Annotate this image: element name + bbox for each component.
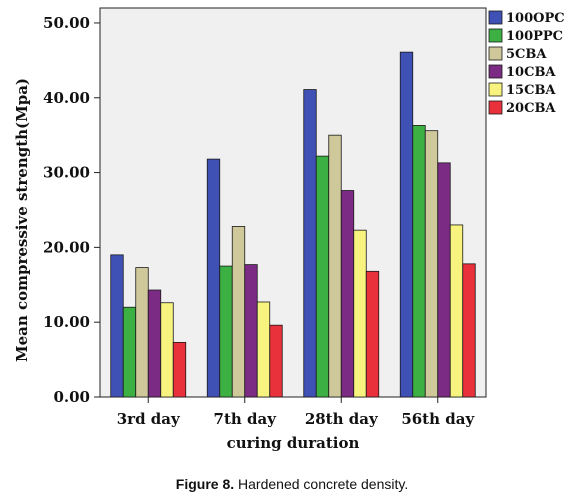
bar-20cba-1: [269, 324, 283, 398]
legend-swatch-100ppc: [488, 28, 503, 43]
bar-10cba-1: [244, 264, 258, 398]
bar-5cba-1: [231, 226, 246, 398]
y-axis-ticks: 0.00 10.00 20.00 30.00 40.00 50.00: [43, 14, 100, 406]
bar-20cba-2: [365, 270, 380, 398]
x-tick-label: 56th day: [401, 410, 475, 428]
bar-10cba-3: [437, 162, 451, 398]
legend-label-15cba: 15CBA: [506, 83, 556, 98]
bar-100ppc-2: [315, 155, 330, 398]
bar-100opc-2: [303, 89, 317, 398]
legend-swatch-100opc: [488, 10, 503, 25]
bars: [110, 51, 476, 398]
y-tick-label: 10.00: [43, 313, 90, 331]
y-tick-label: 50.00: [43, 14, 90, 32]
y-tick-label: 30.00: [43, 164, 90, 182]
bar-10cba-0: [147, 289, 162, 398]
bar-100opc-0: [110, 254, 124, 398]
bar-15cba-3: [449, 224, 464, 398]
bar-15cba-1: [256, 301, 271, 398]
chart: 0.00 10.00 20.00 30.00 40.00 50.00 3rd day 7th…: [13, 7, 584, 452]
bar-15cba-0: [160, 302, 174, 398]
legend-box: [486, 7, 584, 121]
legend-label-10cba: 10CBA: [506, 65, 556, 80]
legend-label-5cba: 5CBA: [506, 47, 547, 62]
x-tick-label: 28th day: [305, 410, 379, 428]
legend-swatch-10cba: [488, 64, 503, 79]
x-axis-title: curing duration: [227, 434, 360, 452]
y-tick-label: 0.00: [53, 388, 90, 406]
bar-20cba-0: [172, 341, 187, 398]
legend-label-100opc: 100OPC: [506, 11, 565, 26]
bar-15cba-2: [353, 229, 367, 398]
bar-5cba-0: [135, 267, 149, 398]
x-axis-ticks: 3rd day 7th day 28th day 56th day: [117, 397, 475, 428]
legend: 100OPC 100PPC 5CBA 10CBA 15CBA 20CBA: [486, 7, 584, 121]
y-tick-label: 40.00: [43, 89, 90, 107]
bar-100ppc-1: [219, 265, 233, 398]
bar-100ppc-0: [122, 306, 137, 398]
figure-caption: Figure 8. Hardened concrete density.: [0, 476, 584, 492]
legend-label-100ppc: 100PPC: [506, 29, 563, 44]
y-tick-label: 20.00: [43, 238, 90, 256]
legend-swatch-20cba: [488, 100, 503, 115]
caption-text: Hardened concrete density.: [238, 476, 409, 492]
bar-5cba-2: [328, 134, 342, 398]
bar-100opc-3: [399, 51, 414, 398]
caption-label: Figure 8.: [175, 476, 235, 492]
y-axis-title: Mean compressive strength(Mpa): [13, 78, 31, 362]
legend-swatch-15cba: [488, 82, 503, 97]
bar-10cba-2: [340, 190, 355, 398]
bar-20cba-3: [462, 263, 476, 398]
x-tick-label: 7th day: [214, 410, 278, 428]
bar-5cba-3: [424, 130, 439, 398]
bar-100opc-1: [206, 158, 221, 398]
legend-label-20cba: 20CBA: [506, 101, 556, 116]
x-tick-label: 3rd day: [117, 410, 181, 428]
legend-swatch-5cba: [488, 46, 503, 61]
bar-100ppc-3: [412, 125, 426, 398]
